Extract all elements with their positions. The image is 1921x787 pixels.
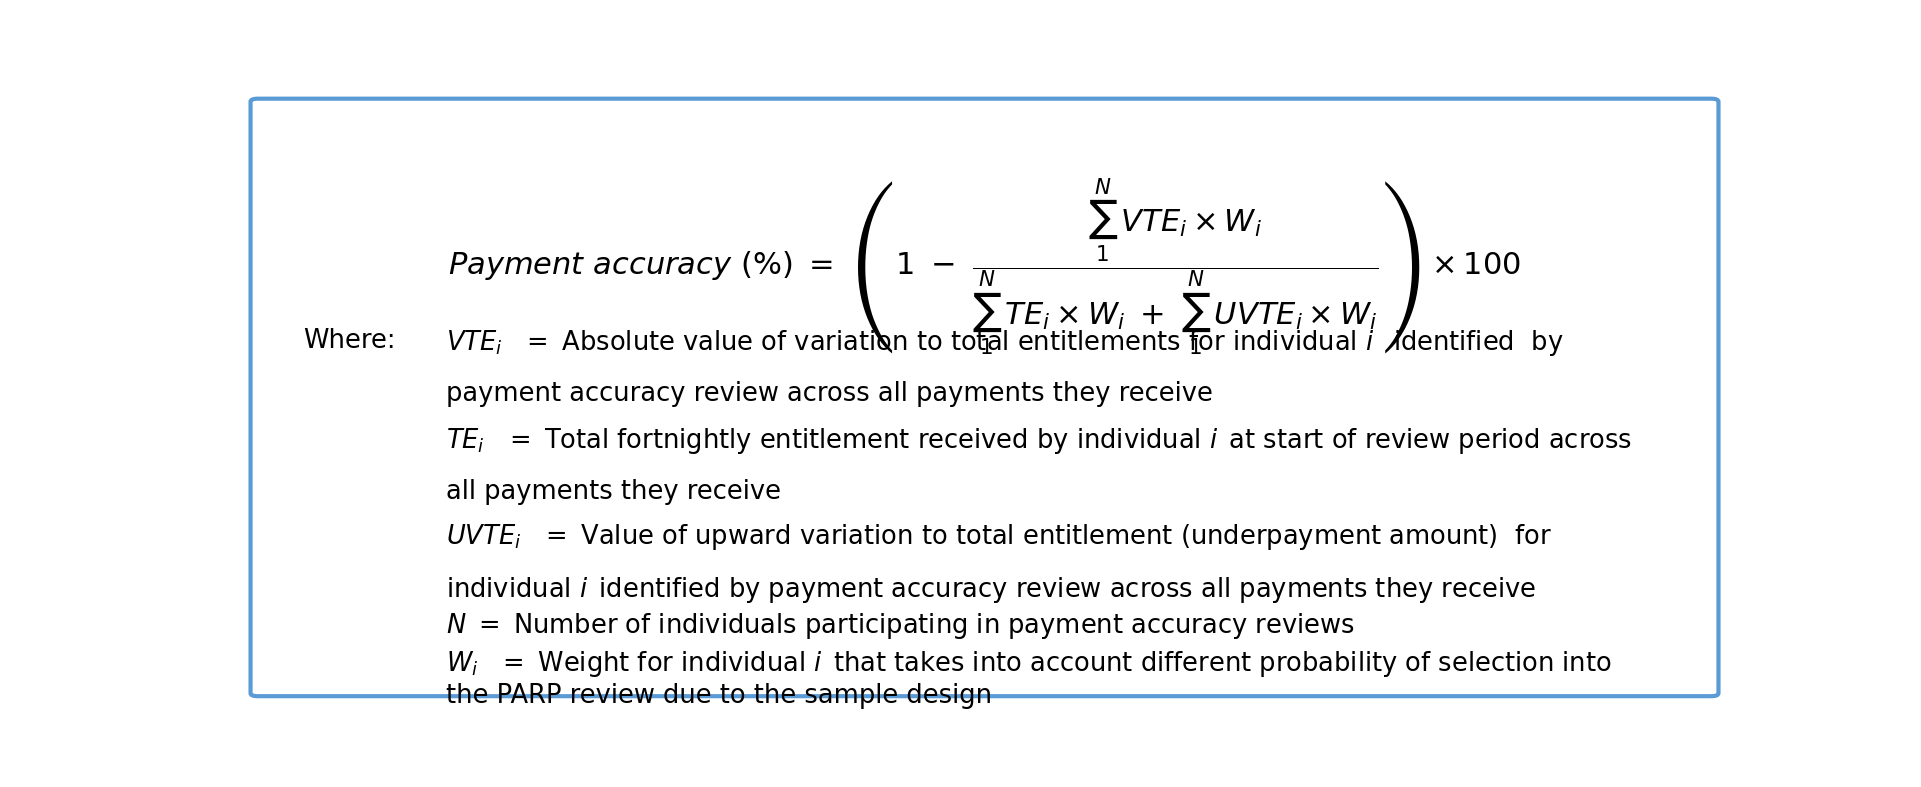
Text: $\mathit{Payment\ accuracy\ (\%)}\ =\ \left(1\ -\ \dfrac{\sum_{1}^{N}\,\mathit{V: $\mathit{Payment\ accuracy\ (\%)}\ =\ \l… xyxy=(448,176,1521,357)
Text: $\mathit{VTE}_i\/$  $=$ Absolute value of variation to total entitlements for in: $\mathit{VTE}_i\/$ $=$ Absolute value of… xyxy=(446,327,1564,358)
Text: all payments they receive: all payments they receive xyxy=(446,479,780,505)
Text: Where:: Where: xyxy=(304,327,396,353)
Text: $N$ $=$ Number of individuals participating in payment accuracy reviews: $N$ $=$ Number of individuals participat… xyxy=(446,611,1354,641)
Text: $\mathit{TE}_i\/$  $=$ Total fortnightly entitlement received by individual $i\/: $\mathit{TE}_i\/$ $=$ Total fortnightly … xyxy=(446,426,1631,456)
Text: payment accuracy review across all payments they receive: payment accuracy review across all payme… xyxy=(446,381,1212,407)
Text: $W_i\/$  $=$ Weight for individual $i\/$ that takes into account different proba: $W_i\/$ $=$ Weight for individual $i\/$ … xyxy=(446,649,1612,679)
Text: $\mathit{UVTE}_i\/$  $=$ Value of upward variation to total entitlement (underpa: $\mathit{UVTE}_i\/$ $=$ Value of upward … xyxy=(446,522,1552,552)
Text: the PARP review due to the sample design: the PARP review due to the sample design xyxy=(446,683,991,709)
FancyBboxPatch shape xyxy=(250,98,1719,696)
Text: individual $i\/$ identified by payment accuracy review across all payments they : individual $i\/$ identified by payment a… xyxy=(446,575,1535,605)
